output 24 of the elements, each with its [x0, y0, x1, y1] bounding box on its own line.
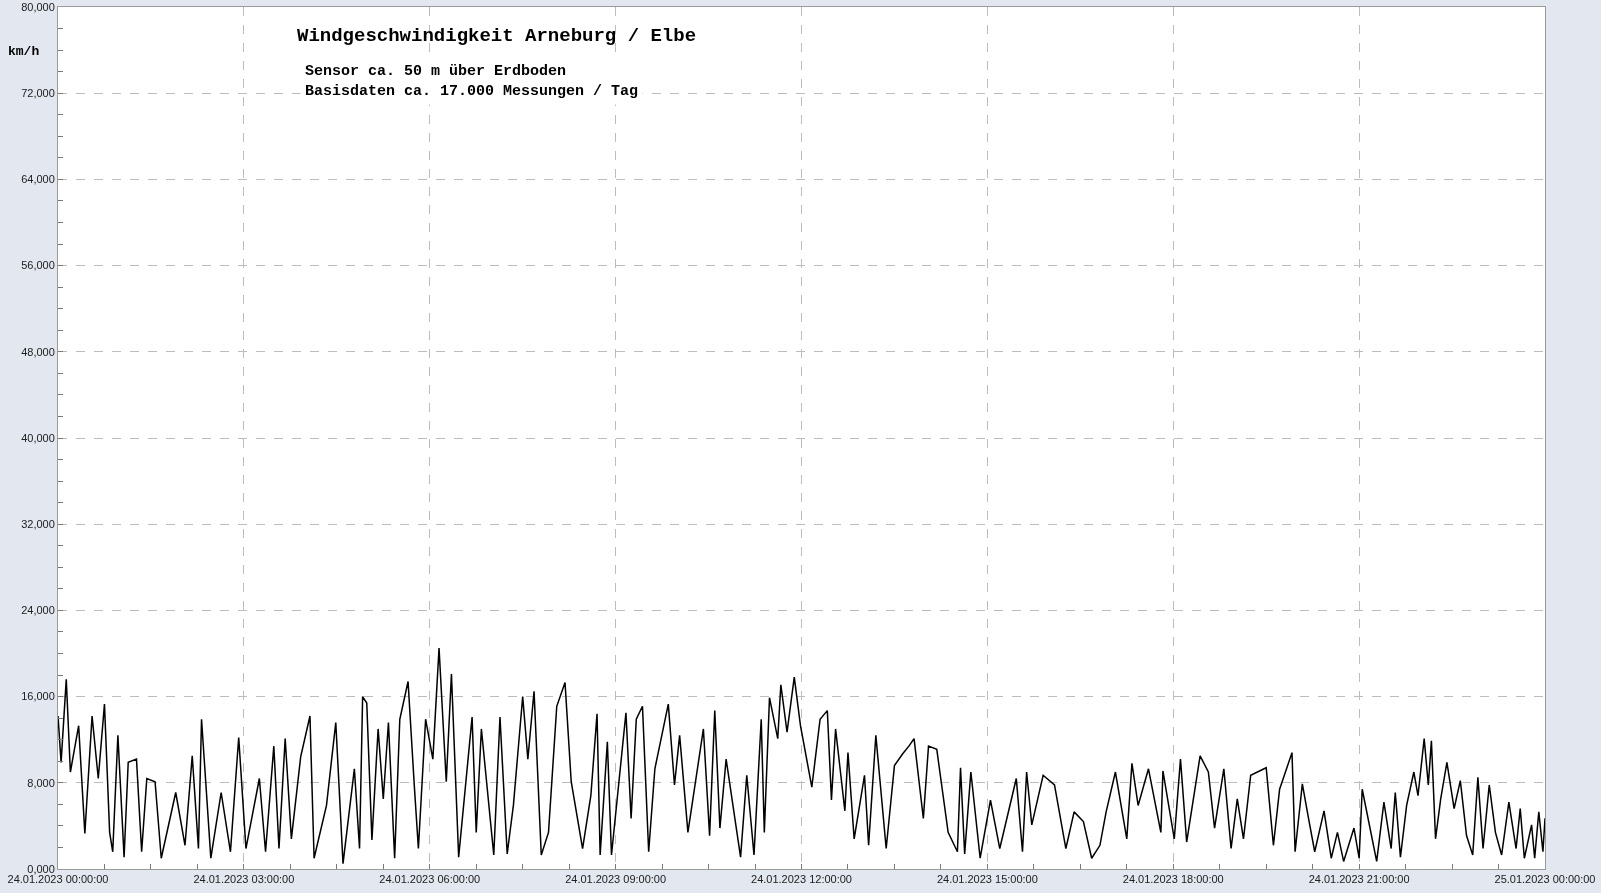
x-tick-label: 24.01.2023 18:00:00: [1122, 873, 1224, 886]
y-tick-label: 32,000: [21, 518, 55, 531]
line-series: [58, 647, 1545, 865]
y-tick-label: 40,000: [21, 431, 55, 444]
y-tick-label: 8,000: [27, 776, 55, 789]
y-tick-label: 72,000: [21, 87, 55, 100]
text: Sensor ca. 50 m über Erdboden Basisdaten ca. 17.000 Messungen / Tag: [305, 63, 639, 100]
x-tick-label: 24.01.2023 15:00:00: [936, 873, 1038, 886]
x-tick-label: 24.01.2023 21:00:00: [1308, 873, 1410, 886]
text: Windgeschwindigkeit Arneburg / Elbe: [297, 24, 697, 47]
x-tick-label: 24.01.2023 03:00:00: [193, 873, 295, 886]
x-tick-label: 25.01.2023 00:00:00: [1494, 873, 1596, 886]
y-tick-label: 64,000: [21, 173, 55, 186]
y-tick-label: 56,000: [21, 259, 55, 272]
y-tick-label: 80,000: [21, 0, 55, 13]
y-tick-label: 16,000: [21, 690, 55, 703]
x-tick-label: 24.01.2023 12:00:00: [751, 873, 852, 886]
x-tick-label: 24.01.2023 06:00:00: [379, 873, 481, 886]
y-axis-title: km/h: [8, 44, 40, 59]
y-tick-label: 24,000: [21, 604, 55, 617]
y-tick-label: 48,000: [21, 345, 55, 358]
y-tick-label: 0,000: [27, 862, 55, 875]
x-tick-label: 24.01.2023 09:00:00: [565, 873, 667, 886]
x-tick-label: 24.01.2023 00:00:00: [7, 873, 109, 886]
